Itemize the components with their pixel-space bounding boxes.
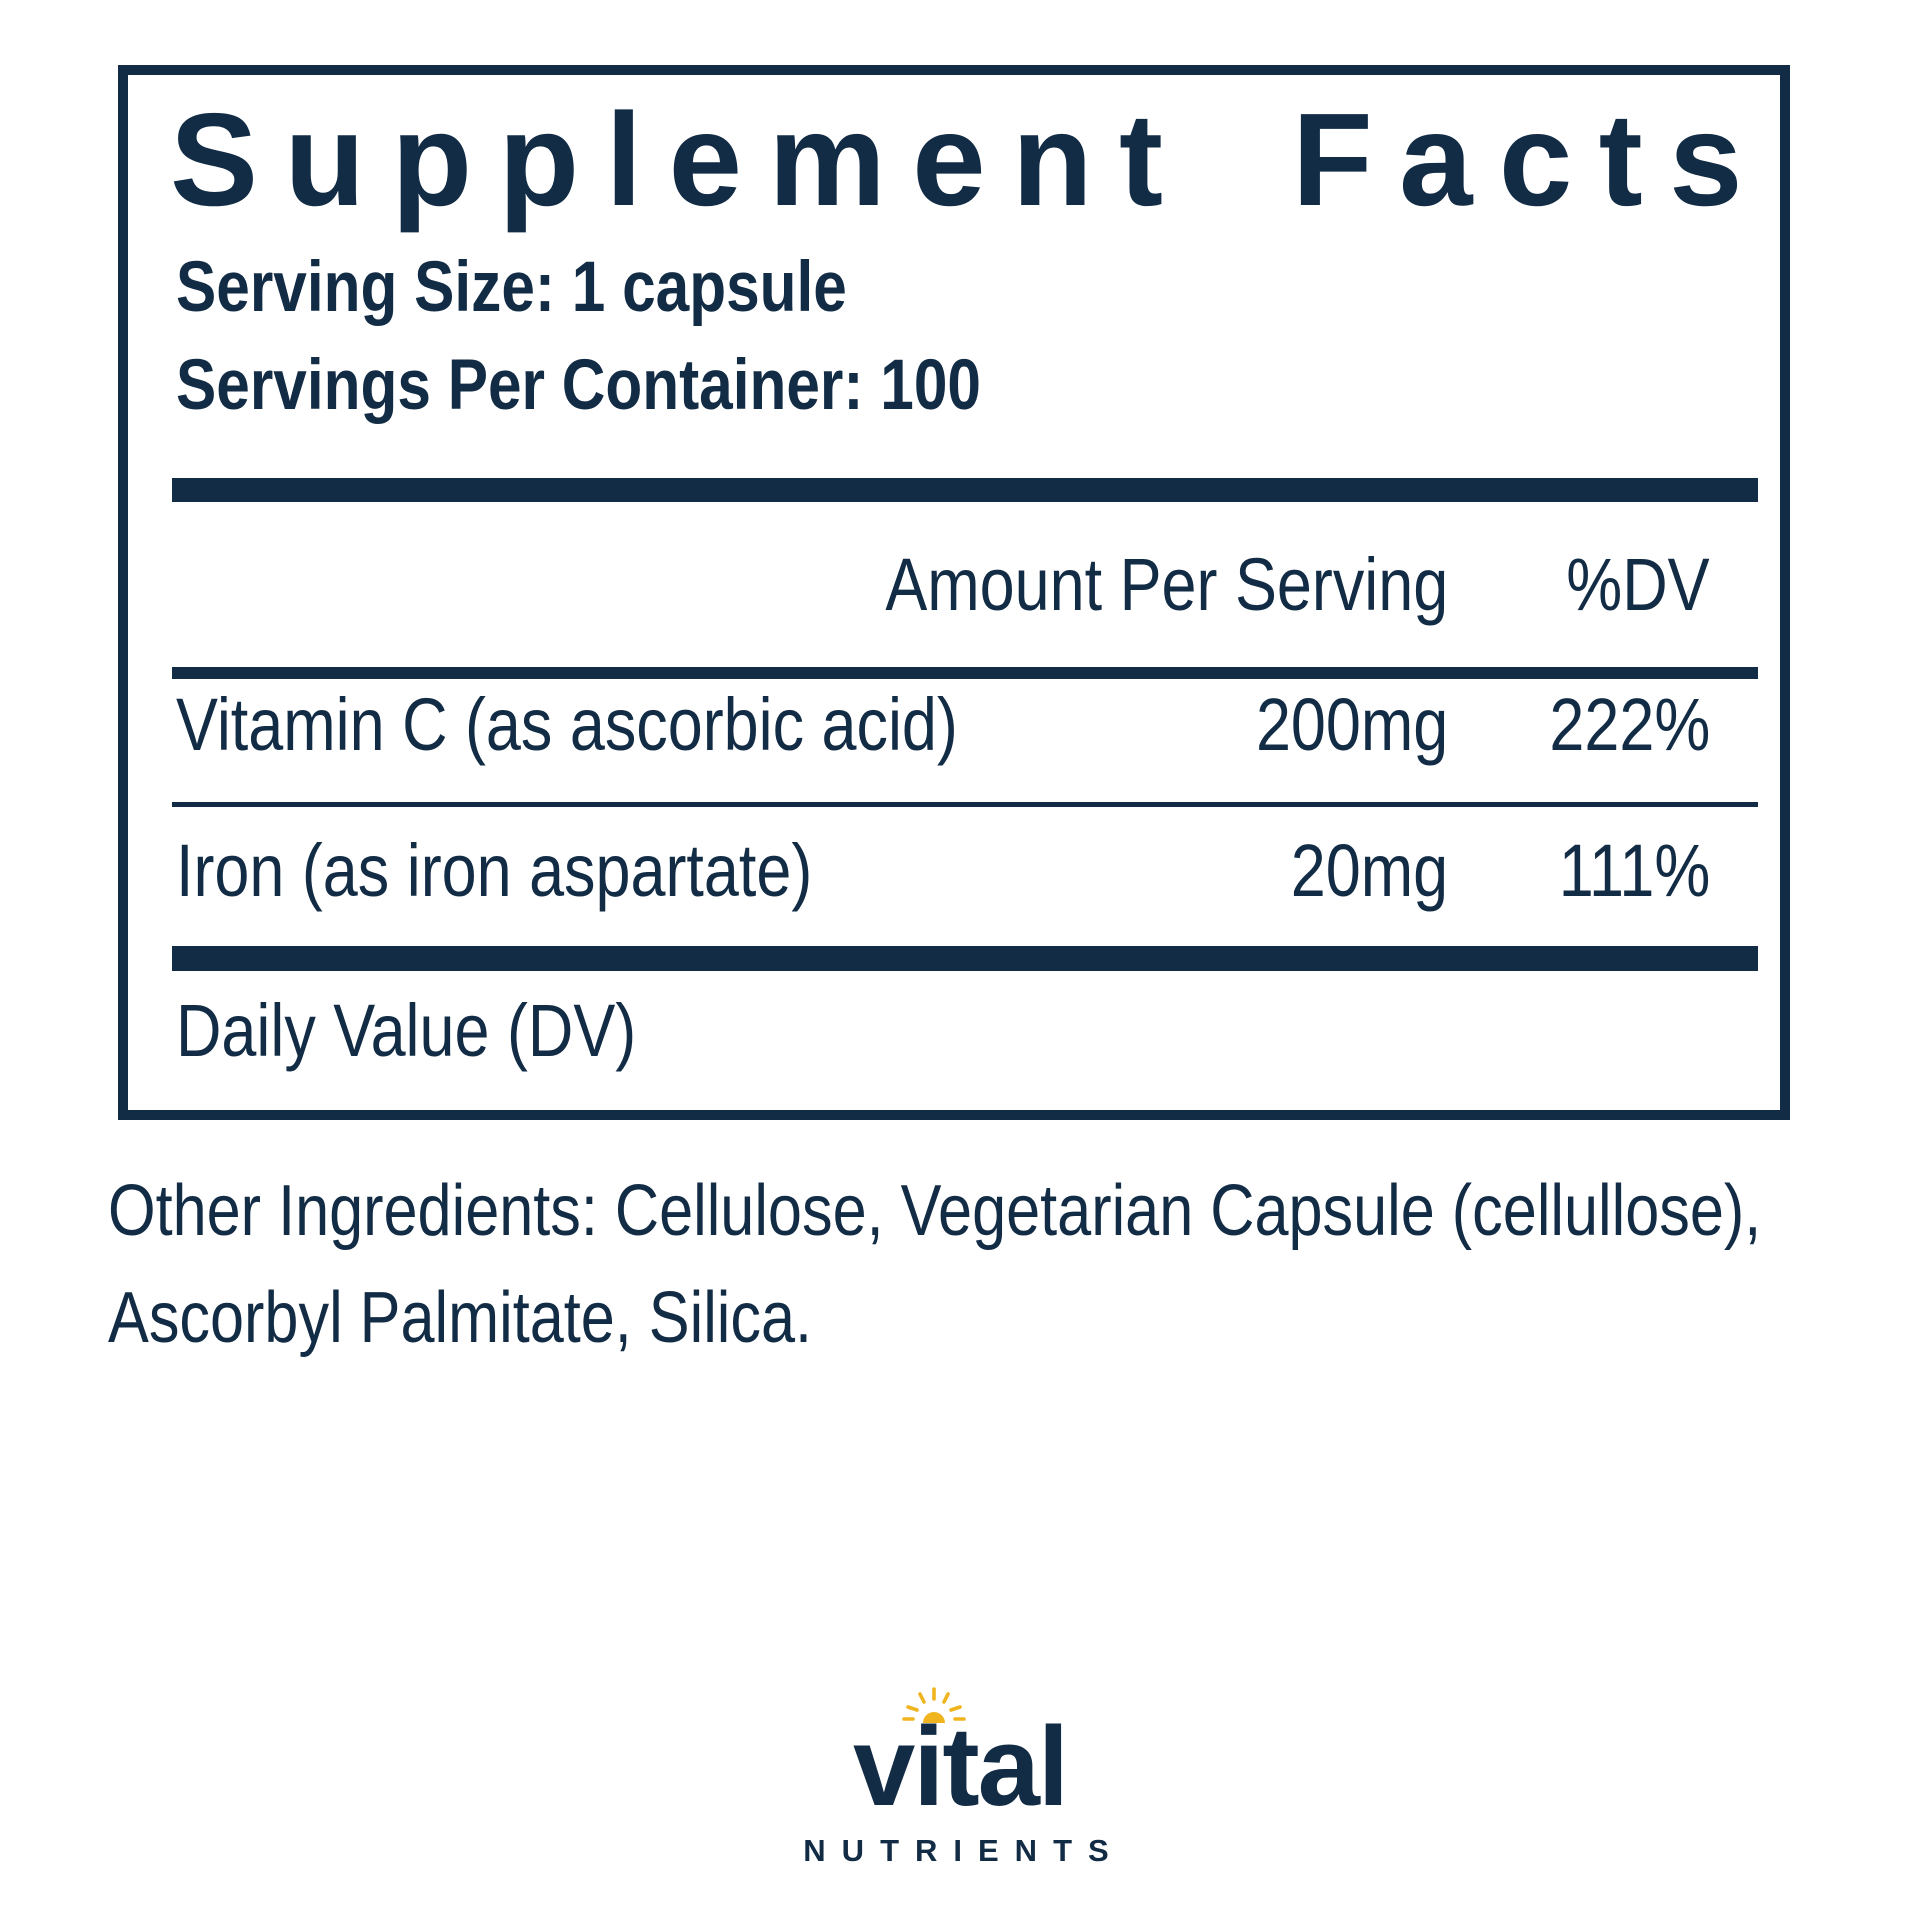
divider-bar-bottom (172, 946, 1758, 971)
servings-per-container-text: Servings Per Container: 100 (176, 346, 981, 425)
table-row-iron-name: Iron (as iron aspartate) (176, 829, 813, 912)
sun-icon (902, 1687, 966, 1723)
brand-subtext: NUTRIENTS (803, 1833, 1125, 1868)
divider-bar-top (172, 478, 1758, 502)
serving-size-line: Serving Size: 1 capsule (176, 252, 965, 323)
table-row-iron-amount: 20mg (1290, 829, 1448, 912)
table-row-iron-dv: 111% (1558, 829, 1710, 912)
brand-logo-wrap: vital (852, 1687, 1069, 1829)
divider-bar-header (172, 667, 1758, 679)
brand-wordmark: vital (852, 1704, 1069, 1829)
daily-value-footnote: Daily Value (DV) (176, 989, 637, 1072)
table-row-vitamin-c-dv: 222% (1549, 683, 1710, 766)
other-ingredients-text: Other Ingredients: Cellulose, Vegetarian… (108, 1158, 1920, 1372)
table-row-vitamin-c-amount: 200mg (1255, 683, 1448, 766)
row-divider-line (172, 802, 1758, 807)
supplement-facts-panel (118, 65, 1790, 1120)
brand-logo: vital NUTRIENTS (0, 1687, 1920, 1868)
other-ingredients-lines: Other Ingredients: Cellulose, Vegetarian… (108, 1171, 1762, 1358)
servings-per-container-line: Servings Per Container: 100 (176, 350, 1123, 421)
panel-title: Supplement Facts (170, 86, 1769, 233)
table-row-vitamin-c-name: Vitamin C (as ascorbic acid) (176, 683, 958, 766)
column-header-dv: %DV (1566, 543, 1710, 626)
column-header-amount: Amount Per Serving (885, 543, 1448, 626)
serving-size-text: Serving Size: 1 capsule (176, 248, 847, 327)
